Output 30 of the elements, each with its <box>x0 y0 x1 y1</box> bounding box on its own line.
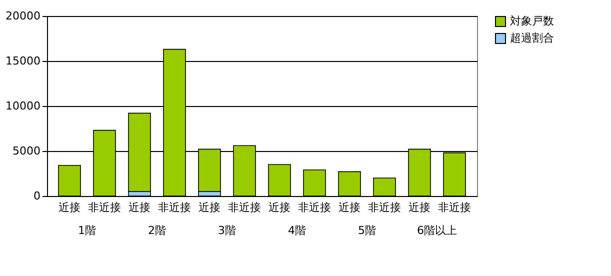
x-tick-label: 非近接 <box>228 201 261 214</box>
text: 3階 <box>218 224 236 237</box>
y-tick-label: 5000 <box>12 144 40 158</box>
bar <box>338 171 361 196</box>
legend-label: 超過割合 <box>510 32 554 44</box>
bar <box>303 170 326 196</box>
x-tick-label: 近接 <box>128 201 150 214</box>
text: 4階 <box>288 224 306 237</box>
text: 1階 <box>78 224 96 237</box>
bar <box>58 165 81 196</box>
text: 5階 <box>358 224 376 237</box>
y-tick-label: 15000 <box>6 54 40 68</box>
x-tick-label: 非近接 <box>368 201 401 214</box>
bar <box>373 178 396 196</box>
x-tick-label: 近接 <box>408 201 430 214</box>
x-tick-label: 非近接 <box>298 201 331 214</box>
x-tick-label: 近接 <box>338 201 360 214</box>
x-tick-label: 非近接 <box>88 201 121 214</box>
x-tick-label: 近接 <box>58 201 80 214</box>
y-tick-label: 0 <box>34 190 40 202</box>
y-tick-label: 20000 <box>6 10 40 22</box>
x-tick-label: 非近接 <box>438 201 471 214</box>
text: 2階 <box>148 224 166 237</box>
bar <box>268 164 291 196</box>
x-tick-label: 近接 <box>198 201 220 214</box>
x-tick-label: 非近接 <box>158 201 191 214</box>
y-tick-label: 10000 <box>6 100 40 112</box>
text: 6階以上 <box>417 224 457 237</box>
x-tick-label: 近接 <box>268 201 290 214</box>
legend-label: 対象戸数 <box>510 14 554 28</box>
